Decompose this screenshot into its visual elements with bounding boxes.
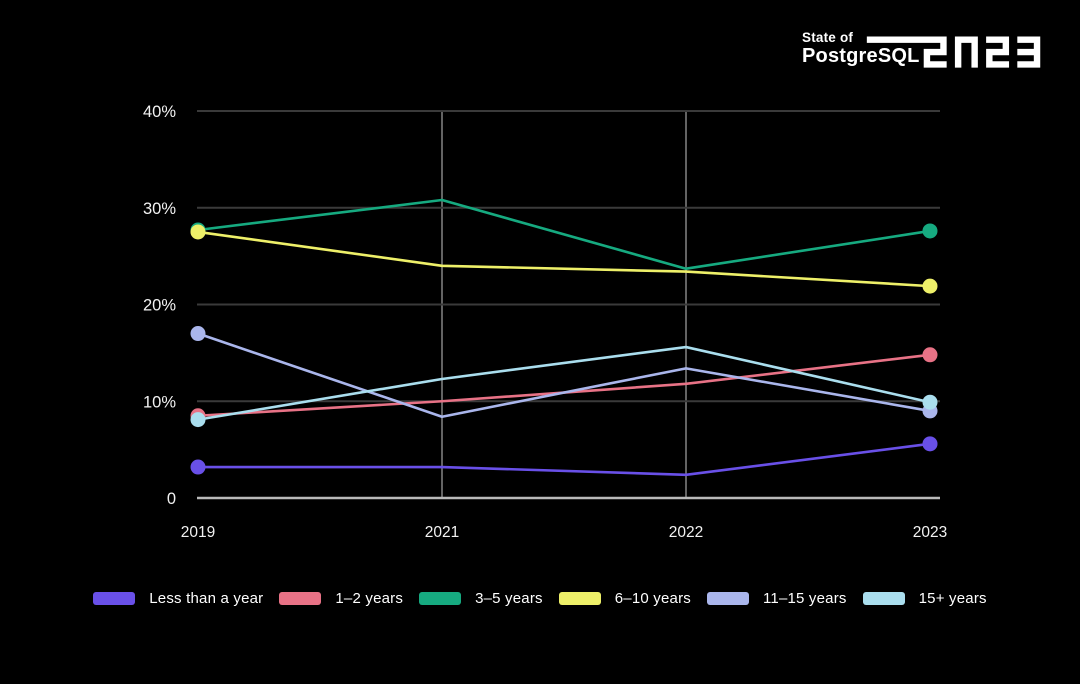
legend-label: 3–5 years <box>475 590 543 607</box>
series-line-15+-years <box>197 345 931 421</box>
legend-item-6–10-years: 6–10 years <box>558 590 691 607</box>
legend-item-1–2-years: 1–2 years <box>279 590 403 607</box>
digit-0 <box>954 36 978 68</box>
survey-line-chart: 40% 30% 20% 10% 0 2019 2021 2022 2023 <box>143 103 947 541</box>
state-of-postgresql-logo: State of PostgreSQL <box>802 30 1052 80</box>
legend-swatch-icon <box>93 592 136 605</box>
legend-label: 15+ years <box>918 590 987 607</box>
series-line-3–5-years <box>197 198 931 271</box>
legend-swatch-icon <box>558 592 601 605</box>
series-line-less-than-a-year <box>198 442 931 477</box>
legend-item-3–5-years: 3–5 years <box>419 590 543 607</box>
chart-area: 40% 30% 20% 10% 0 2019 2021 2022 2023 <box>143 103 947 541</box>
x-tick-label-2021: 2021 <box>425 524 459 541</box>
legend-swatch-icon <box>279 592 322 605</box>
year-2023-mark <box>866 36 1041 68</box>
digit-2-with-tail <box>866 36 947 68</box>
data-point-dot-6–10-years-2019 <box>190 224 206 240</box>
legend-swatch-icon <box>862 592 905 605</box>
legend-item-15+-years: 15+ years <box>862 590 987 607</box>
series-line-11–15-years <box>197 332 931 419</box>
data-point-dot-1–2-years-2023 <box>922 347 938 363</box>
data-point-dot-15+-years-2023 <box>922 394 938 410</box>
data-point-dot-11–15-years-2019 <box>190 326 206 342</box>
digit-3 <box>1017 36 1041 68</box>
legend-swatch-icon <box>419 592 462 605</box>
logo-line-state-of: State of <box>802 30 854 45</box>
legend-label: 11–15 years <box>762 590 847 607</box>
x-tick-label-2019: 2019 <box>181 524 215 541</box>
legend-label: 6–10 years <box>614 590 691 607</box>
data-point-dot-15+-years-2019 <box>190 412 206 428</box>
y-tick-label-30%: 30% <box>143 200 176 218</box>
legend-item-less-than-a-year: Less than a year <box>93 590 263 607</box>
data-point-dot-less-than-a-year-2019 <box>190 459 206 475</box>
data-point-dot-6–10-years-2023 <box>922 278 938 294</box>
legend-swatch-icon <box>706 592 749 605</box>
y-tick-label-10%: 10% <box>143 393 176 411</box>
digit-2 <box>986 36 1010 68</box>
logo-line-postgresql: PostgreSQL <box>802 45 920 67</box>
x-tick-label-2022: 2022 <box>669 524 703 541</box>
legend-item-11–15-years: 11–15 years <box>706 590 847 607</box>
y-tick-label-0: 0 <box>167 490 176 508</box>
legend-label: Less than a year <box>149 590 264 607</box>
y-tick-label-40%: 40% <box>143 103 176 121</box>
legend-label: 1–2 years <box>335 590 404 607</box>
x-tick-label-2023: 2023 <box>913 524 947 541</box>
data-point-dot-3–5-years-2023 <box>922 223 938 239</box>
y-tick-label-20%: 20% <box>143 297 176 315</box>
data-point-dot-less-than-a-year-2023 <box>922 436 938 452</box>
chart-legend: Less than a year 1–2 years 3–5 years 6–10 y… <box>0 590 1080 607</box>
series-line-6–10-years <box>197 230 931 288</box>
